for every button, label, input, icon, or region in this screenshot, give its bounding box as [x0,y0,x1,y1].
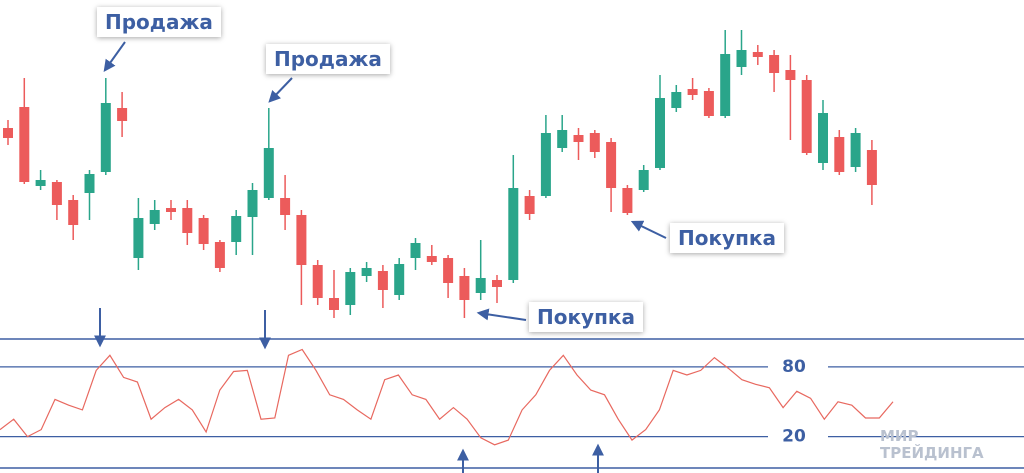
candle-body [19,107,30,182]
candle-body [573,135,584,142]
watermark-line: ТРЕЙДИНГА [880,444,984,462]
annotation: Покупка [529,302,643,332]
level-label: 80 [782,357,806,377]
candle-body [475,278,486,293]
candle-body [443,258,454,283]
candle-body [68,200,79,225]
candle-body [149,210,160,224]
annotation: Покупка [670,223,784,253]
candle-body [508,188,519,280]
candle-body [606,142,617,188]
candle-body [263,148,274,198]
candle-body [752,52,763,57]
candle-body [182,208,193,233]
candle-body [834,137,845,172]
arrows [94,41,667,473]
candle-body [801,80,812,153]
candle-body [51,182,62,205]
candle-body [866,150,877,185]
candle-body [3,128,13,138]
candle-body [133,218,144,258]
candle-body [117,108,128,121]
candle-body [377,271,388,290]
candle-body [720,54,731,116]
candle-body [524,196,535,214]
candle-body [540,133,551,196]
candle-body [166,208,176,212]
candle-body [492,280,502,287]
candle-body [655,98,665,168]
oscillator-line [0,348,894,446]
candle-body [818,113,828,163]
annotation: Продажа [266,44,390,74]
candle-body [345,272,356,305]
candle-body [769,55,780,73]
candle-body [198,218,209,244]
level-label: 20 [782,427,806,447]
candle-body [850,133,861,167]
candle-body [394,264,405,295]
candle-body [671,92,682,108]
candle-body [84,174,95,193]
candle-body [736,50,747,67]
candle-body [100,103,111,172]
candle-body [35,180,46,186]
candle-body [329,298,339,310]
watermark-line: МИР [880,427,919,445]
candle-body [280,198,291,215]
candle-body [557,130,568,148]
candle-body [622,188,633,213]
annotation: Продажа [97,7,221,37]
candle-body [785,70,796,80]
candle-body [296,215,307,265]
candle-body [589,133,600,152]
candle-body [459,276,470,300]
candle-body [410,243,421,258]
candle-body [703,91,714,116]
candle-body [312,265,323,298]
candle-body [231,216,242,242]
candle-body [247,190,258,217]
candle-body [426,256,437,262]
candle-body [214,242,225,268]
candle-body [638,170,649,190]
candle-body [687,89,698,95]
watermark: МИР ТРЕЙДИНГА [880,428,984,462]
candle-body [361,268,372,276]
